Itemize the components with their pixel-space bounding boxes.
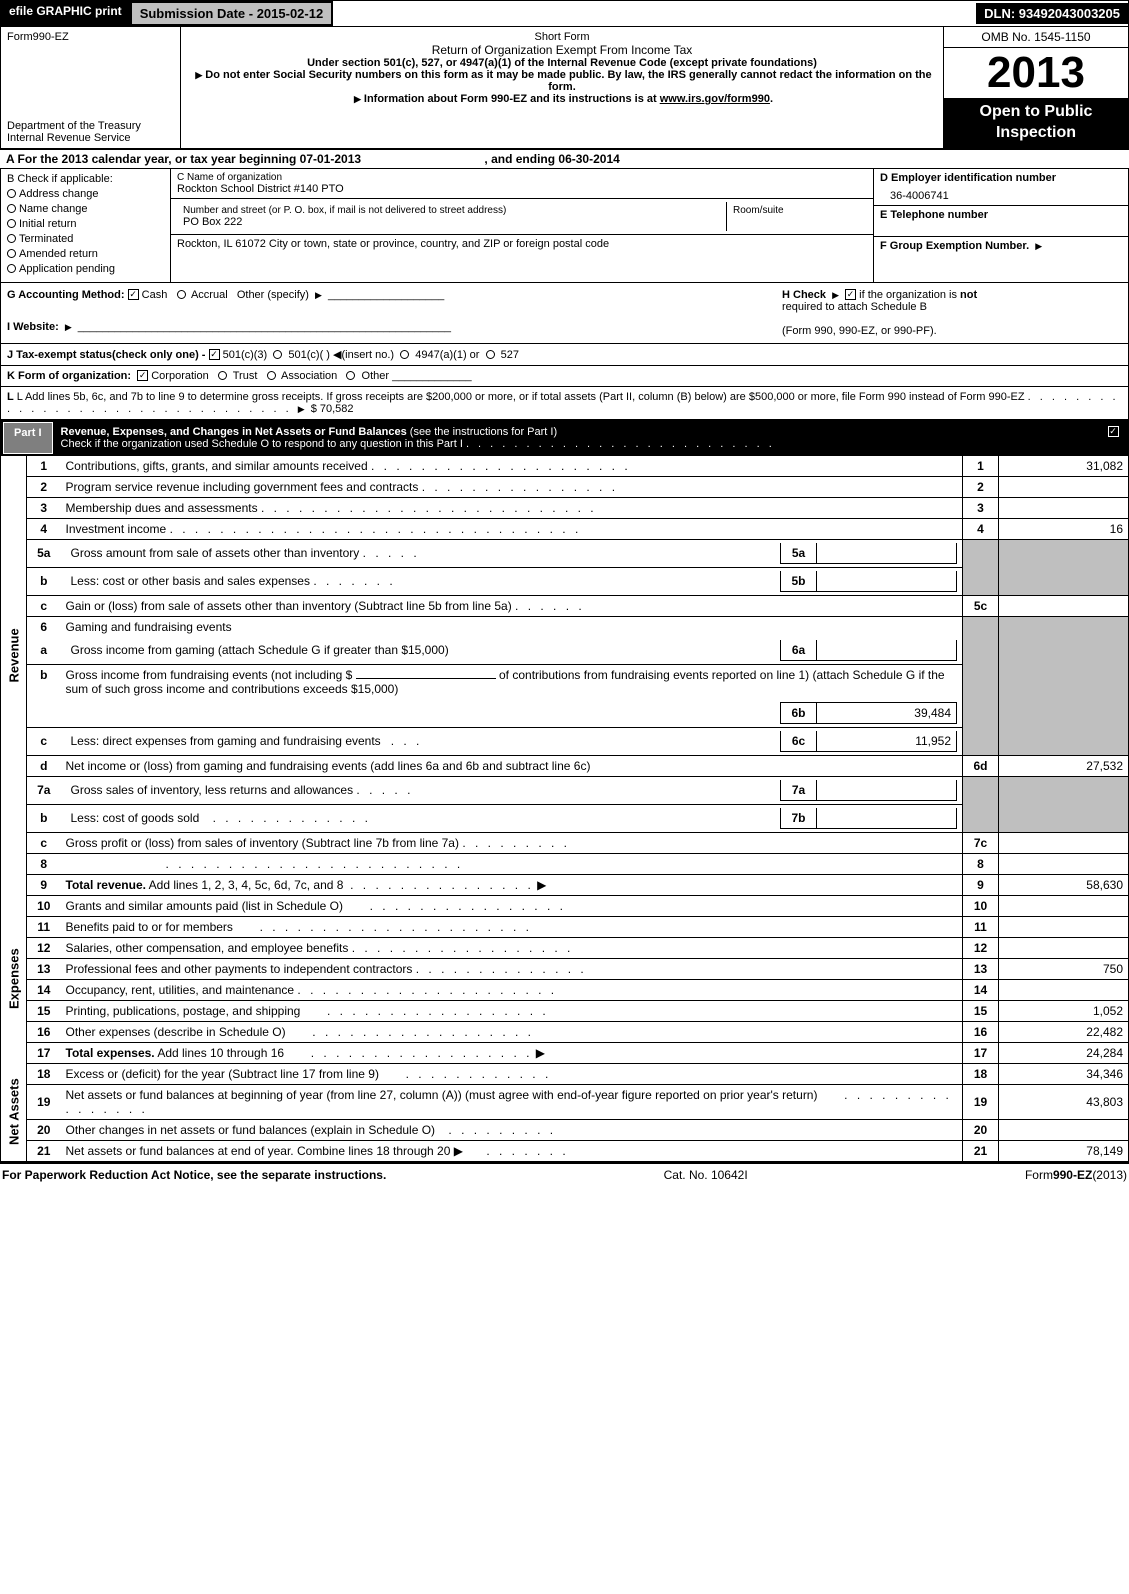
website-label: I Website: [7,321,59,333]
gh-row: G Accounting Method: Cash Accrual Other … [0,283,1129,344]
val-4: 16 [999,518,1129,539]
val-1: 31,082 [999,456,1129,477]
form-header: Form990-EZ Department of the Treasury In… [0,27,1129,150]
entity-block: B Check if applicable: Address change Na… [0,169,1129,283]
val-21: 78,149 [999,1140,1129,1161]
check-amended[interactable]: Amended return [7,248,164,260]
val-15: 1,052 [999,1000,1129,1021]
ssn-warning: Do not enter Social Security numbers on … [205,69,931,93]
g-label: G Accounting Method: [7,289,125,301]
val-16: 22,482 [999,1021,1129,1042]
dln: DLN: 93492043003205 [976,3,1128,24]
j-527[interactable] [486,350,495,359]
k-corp[interactable] [137,370,148,381]
under-section: Under section 501(c), 527, or 4947(a)(1)… [189,57,935,69]
h-required: required to attach Schedule B [782,301,1122,313]
j-501c[interactable] [273,350,282,359]
net-assets-side-label: Net Assets [1,1063,27,1161]
page-footer: For Paperwork Reduction Act Notice, see … [0,1162,1129,1186]
revenue-side-label: Revenue [1,456,27,854]
j-501c3[interactable] [209,349,220,360]
f-group-label: F Group Exemption Number. [880,240,1122,252]
check-terminated[interactable]: Terminated [7,233,164,245]
check-address-change[interactable]: Address change [7,188,164,200]
addr-label: Number and street (or P. O. box, if mail… [183,205,720,216]
val-6d: 27,532 [999,755,1129,776]
part1-table: Revenue 1Contributions, gifts, grants, a… [0,456,1129,1162]
cash-checkbox[interactable] [128,289,139,300]
open-to-public: Open to PublicInspection [944,98,1128,148]
j-4947[interactable] [400,350,409,359]
return-title: Return of Organization Exempt From Incom… [189,43,935,57]
paperwork-notice: For Paperwork Reduction Act Notice, see … [2,1168,386,1182]
omb-number: OMB No. 1545-1150 [944,27,1128,48]
tax-year: 2013 [944,48,1128,98]
city-state-zip: Rockton, IL 61072 City or town, state or… [177,238,867,250]
short-form-label: Short Form [189,31,935,43]
val-17: 24,284 [999,1042,1129,1063]
dept-treasury: Department of the Treasury [7,120,174,132]
cat-no: Cat. No. 10642I [664,1168,748,1182]
form-name: Form990-EZ [7,31,174,43]
check-initial-return[interactable]: Initial return [7,218,164,230]
accrual-checkbox[interactable] [177,290,186,299]
period-line: A For the 2013 calendar year, or tax yea… [0,150,1129,169]
k-trust[interactable] [218,371,227,380]
room-suite-label: Room/suite [727,202,867,231]
check-pending[interactable]: Application pending [7,263,164,275]
val-6b: 39,484 [817,702,957,723]
val-13: 750 [999,958,1129,979]
org-name: Rockton School District #140 PTO [177,183,867,195]
j-row: J Tax-exempt status(check only one) - 50… [0,344,1129,366]
h-checkbox[interactable] [845,289,856,300]
efile-print-button[interactable]: efile GRAPHIC print [1,1,130,26]
ein-value: 36-4006741 [880,190,1122,202]
k-other[interactable] [346,371,355,380]
submission-date: Submission Date - 2015-02-12 [130,1,334,26]
part1-label: Part I [3,422,53,454]
address: PO Box 222 [183,216,720,228]
c-name-label: C Name of organization [177,172,867,183]
irs-label: Internal Revenue Service [7,132,174,144]
part1-header: Part I Revenue, Expenses, and Changes in… [0,420,1129,456]
check-if-label: B Check if applicable: [7,173,164,185]
top-bar: efile GRAPHIC print Submission Date - 20… [0,0,1129,27]
k-row: K Form of organization: Corporation Trus… [0,366,1129,387]
irs-link[interactable]: www.irs.gov/form990 [660,93,770,105]
part1-schedule-o-check[interactable] [1108,426,1119,437]
k-assoc[interactable] [267,371,276,380]
expenses-side-label: Expenses [1,895,27,1063]
h-forms: (Form 990, 990-EZ, or 990-PF). [782,325,1122,337]
d-ein-label: D Employer identification number [880,172,1122,184]
val-6c: 11,952 [817,731,957,752]
val-18: 34,346 [999,1063,1129,1084]
e-phone-label: E Telephone number [880,209,1122,221]
val-9: 58,630 [999,874,1129,895]
val-19: 43,803 [999,1084,1129,1119]
check-name-change[interactable]: Name change [7,203,164,215]
l-row: L L Add lines 5b, 6c, and 7b to line 9 t… [0,387,1129,420]
info-text: Information about Form 990-EZ and its in… [364,93,660,105]
